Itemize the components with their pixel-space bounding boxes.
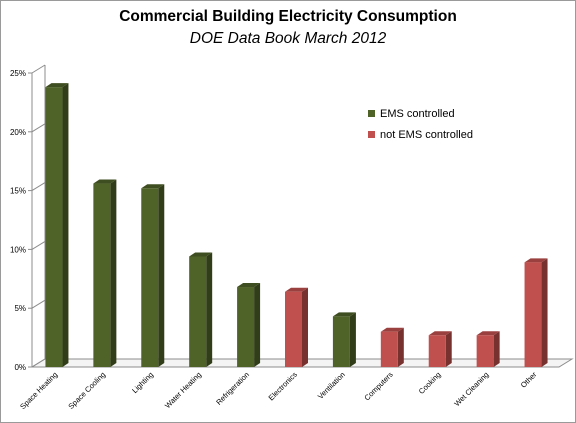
y-tick-label: 25%: [10, 69, 26, 78]
y-tick-label: 5%: [14, 304, 26, 313]
bar: [45, 87, 63, 367]
bar-top: [45, 83, 69, 88]
bar-side: [445, 331, 452, 367]
bar: [524, 262, 542, 367]
y-tick-label: 15%: [10, 187, 26, 196]
bar-side: [62, 83, 69, 367]
bar-top: [476, 331, 500, 336]
bar: [237, 287, 255, 367]
bar-top: [428, 331, 452, 336]
bar-top: [93, 179, 117, 184]
bar-top: [332, 312, 356, 317]
bar-top: [189, 252, 213, 257]
x-tick-label: Cooking: [417, 370, 443, 396]
legend-label: not EMS controlled: [380, 129, 473, 141]
bar-top: [141, 184, 165, 189]
bar: [141, 188, 159, 367]
x-tick-label: Refrigeration: [214, 370, 251, 407]
bar: [285, 291, 302, 367]
y-tick-diagonal: [31, 299, 46, 309]
chart-title: Commercial Building Electricity Consumpt…: [119, 8, 457, 25]
x-tick-label: Computers: [362, 370, 394, 402]
bar: [93, 183, 111, 367]
y-tick-label: 0%: [14, 363, 26, 372]
legend-swatch: [368, 110, 375, 117]
x-tick-label: Lighting: [130, 370, 155, 395]
x-tick-label: Space Heating: [18, 370, 59, 411]
y-tick-diagonal: [31, 240, 46, 250]
bar-side: [541, 258, 548, 367]
bar: [189, 256, 207, 367]
bar-side: [302, 287, 308, 367]
x-tick-label: Other: [519, 370, 539, 390]
bar-side: [349, 312, 356, 367]
bar-side: [493, 331, 500, 367]
y-tick-diagonal: [31, 182, 46, 192]
x-tick-label: Wet Cleaning: [452, 370, 490, 408]
x-tick-label: Water Heating: [163, 370, 203, 410]
y-tick-diagonal: [31, 64, 46, 74]
bar-side: [254, 283, 261, 367]
y-tick-diagonal: [31, 358, 46, 368]
bar-top: [380, 327, 404, 332]
x-tick-label: Ventilation: [316, 370, 347, 401]
legend-label: EMS controlled: [380, 108, 455, 120]
legend-swatch: [368, 131, 375, 138]
chart-subtitle: DOE Data Book March 2012: [189, 30, 387, 47]
bar-side: [158, 184, 165, 367]
x-tick-label: Space Cooling: [66, 370, 107, 411]
bar-side: [397, 327, 404, 367]
axis-wall: [31, 65, 46, 368]
bar: [332, 316, 350, 367]
bar: [380, 331, 398, 367]
bar-top: [285, 287, 308, 292]
x-tick-label: Electronics: [267, 370, 299, 402]
bar: [428, 335, 446, 367]
bar-side: [110, 179, 117, 367]
bar: [476, 335, 494, 367]
y-tick-label: 10%: [10, 245, 26, 254]
bar-top: [524, 258, 548, 263]
bar-side: [206, 252, 213, 367]
bar-top: [237, 283, 261, 288]
y-tick-diagonal: [31, 123, 46, 133]
y-tick-label: 20%: [10, 128, 26, 137]
